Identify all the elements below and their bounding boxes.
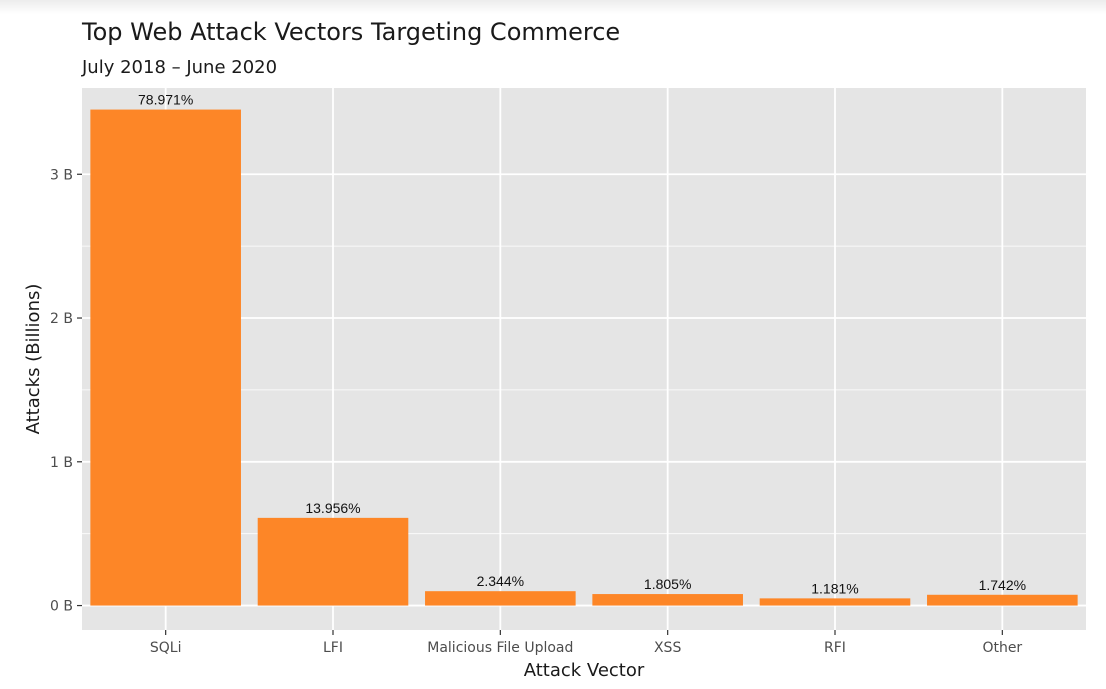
bar-other <box>927 594 1078 606</box>
bar-value-label: 1.805% <box>644 576 691 592</box>
y-tick-label: 0 B <box>50 599 73 615</box>
x-tick-label: XSS <box>654 640 681 656</box>
x-tick-label: SQLi <box>150 640 182 656</box>
chart-title: Top Web Attack Vectors Targeting Commerc… <box>82 18 621 46</box>
x-tick-label: Other <box>982 640 1022 656</box>
bar-value-label: 13.956% <box>305 500 360 516</box>
bar-sqli <box>90 109 241 606</box>
y-axis: 0 B 1 B 2 B 3 B <box>50 167 82 615</box>
bar-value-label: 1.181% <box>811 580 858 596</box>
bar-value-label: 1.742% <box>979 577 1026 593</box>
x-tick-label: RFI <box>824 640 846 656</box>
window-top-shadow <box>0 0 1106 14</box>
grid-minor <box>82 245 1086 535</box>
bar-xss <box>592 594 743 606</box>
chart-subtitle: July 2018 – June 2020 <box>82 57 278 78</box>
x-axis: SQLi LFI Malicious File Upload XSS RFI Other <box>150 630 1022 656</box>
plot-panel <box>82 88 1086 630</box>
x-tick-label: Malicious File Upload <box>427 640 573 656</box>
bar-malicious-file-upload <box>425 591 576 606</box>
bar-value-label: 78.971% <box>138 92 193 108</box>
x-axis-title: Attack Vector <box>524 660 645 681</box>
x-tick-label: LFI <box>323 640 343 656</box>
y-axis-title: Attacks (Billions) <box>23 284 44 435</box>
y-tick-label: 2 B <box>50 311 73 327</box>
bars <box>90 109 1078 606</box>
bar-value-label: 2.344% <box>477 573 524 589</box>
y-tick-label: 1 B <box>50 455 73 471</box>
bar-labels: 78.971% 13.956% 2.344% 1.805% 1.181% 1.742% <box>138 92 1026 597</box>
y-tick-label: 3 B <box>50 167 73 183</box>
bar-rfi <box>759 598 911 606</box>
bar-lfi <box>257 517 409 606</box>
